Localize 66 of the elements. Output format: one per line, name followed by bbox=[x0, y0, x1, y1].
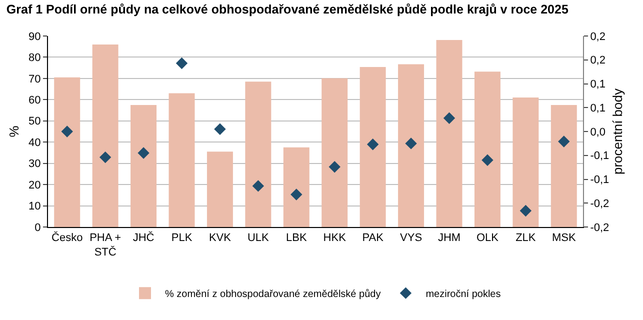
point bbox=[214, 123, 226, 135]
x-tick-label: HKK bbox=[323, 232, 347, 244]
point bbox=[138, 147, 150, 159]
y2-tick-label: 0,2 bbox=[590, 30, 606, 43]
point bbox=[252, 180, 264, 192]
x-tick-label: PHA + STČ bbox=[90, 232, 122, 258]
y-tick-label: 60 bbox=[28, 94, 41, 107]
x-tick-label: KVK bbox=[208, 232, 232, 244]
bar bbox=[130, 104, 157, 227]
y-tick-label: 80 bbox=[28, 52, 41, 64]
point bbox=[443, 112, 456, 124]
point bbox=[176, 57, 188, 70]
bar bbox=[92, 44, 118, 227]
bar bbox=[436, 40, 462, 227]
bar bbox=[474, 72, 500, 227]
x-tick-label: JHM bbox=[438, 232, 461, 244]
y2-tick-label: 0,1 bbox=[590, 102, 606, 114]
x-tick-label: VYS bbox=[400, 232, 422, 244]
point bbox=[520, 204, 532, 217]
chart-title: Graf 1 Podíl orné půdy na celkové obhospodařované zemědělské půdě podle krajů v roce 2025 bbox=[6, 2, 568, 17]
x-tick-label: PLK bbox=[171, 232, 193, 244]
x-tick-label: ULK bbox=[247, 232, 270, 244]
y2-tick-label: -0,2 bbox=[590, 198, 610, 210]
point bbox=[558, 136, 570, 148]
point bbox=[290, 188, 302, 200]
bar bbox=[283, 147, 310, 227]
y-tick-label: 0 bbox=[34, 222, 41, 234]
point bbox=[405, 138, 417, 150]
legend-label: % zomění z obhospodařované zemědělské půdy bbox=[165, 288, 381, 300]
bar bbox=[168, 93, 195, 227]
y-tick-label: 30 bbox=[28, 158, 41, 170]
bar bbox=[550, 104, 577, 227]
bar bbox=[54, 77, 80, 227]
x-tick-label: LBK bbox=[286, 232, 308, 244]
legend-label: meziroční pokles bbox=[426, 288, 501, 300]
y-axis-title: % bbox=[6, 125, 22, 138]
y-tick-label: 50 bbox=[28, 116, 41, 128]
x-tick-label: OLK bbox=[476, 232, 500, 244]
point bbox=[99, 151, 112, 164]
bar bbox=[360, 66, 386, 227]
bar bbox=[398, 64, 424, 227]
bar bbox=[245, 82, 272, 227]
bar bbox=[512, 98, 539, 227]
point bbox=[366, 138, 379, 150]
x-tick-label: PAK bbox=[362, 232, 384, 244]
x-tick-label: MSK bbox=[552, 232, 576, 244]
point bbox=[328, 160, 340, 173]
y-tick-label: 70 bbox=[28, 73, 41, 86]
x-tick-label: JHČ bbox=[132, 231, 154, 244]
y2-tick-label: -0,1 bbox=[590, 174, 610, 186]
x-tick-label: Česko bbox=[52, 231, 83, 244]
y-tick-label: 20 bbox=[28, 179, 41, 192]
y2-tick-label: 0,0 bbox=[590, 126, 606, 138]
y2-axis-title: procentní body bbox=[610, 88, 625, 175]
y-tick-label: 90 bbox=[28, 30, 41, 43]
y2-tick-label: -0,1 bbox=[590, 150, 610, 162]
point bbox=[61, 126, 73, 138]
y2-tick-label: 0,2 bbox=[590, 54, 606, 67]
y-tick-label: 40 bbox=[28, 136, 41, 149]
y2-tick-label: -0,2 bbox=[590, 222, 610, 234]
y-tick-label: 10 bbox=[28, 200, 41, 213]
y2-tick-label: 0,1 bbox=[590, 78, 606, 91]
x-tick-label: ZLK bbox=[516, 232, 536, 244]
point bbox=[482, 154, 494, 166]
bar bbox=[206, 152, 233, 227]
bar bbox=[322, 78, 348, 227]
